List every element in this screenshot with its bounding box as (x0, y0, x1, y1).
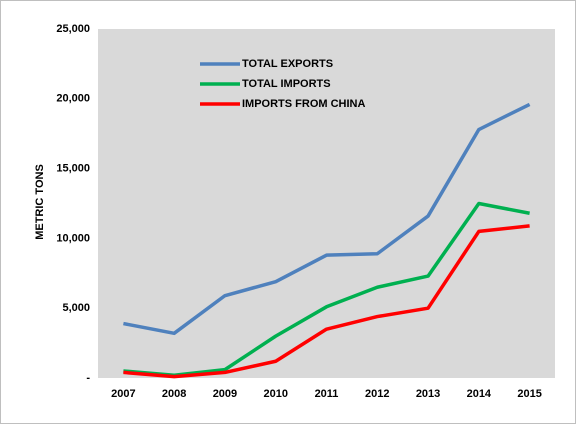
legend-label: TOTAL EXPORTS (242, 58, 333, 70)
y-tick-label: 10,000 (56, 232, 90, 244)
y-tick-label: 20,000 (56, 93, 90, 105)
series-line (123, 102, 531, 336)
x-tick-label: 2010 (263, 388, 287, 400)
x-tick-label: 2014 (467, 388, 492, 400)
legend-label: IMPORTS FROM CHINA (242, 98, 365, 110)
y-tick-label: 5,000 (62, 302, 90, 314)
series-line (123, 201, 530, 377)
x-tick-label: 2009 (213, 388, 237, 400)
x-tick-label: 2015 (517, 388, 541, 400)
y-tick-label: 25,000 (56, 23, 90, 35)
x-tick-label: 2007 (111, 388, 135, 400)
x-tick-label: 2008 (162, 388, 186, 400)
x-tick-label: 2013 (416, 388, 440, 400)
y-tick-label: 15,000 (56, 163, 90, 175)
y-tick-label: - (86, 372, 90, 384)
legend-label: TOTAL IMPORTS (242, 78, 331, 90)
x-tick-label: 2012 (365, 388, 389, 400)
series-line (123, 224, 530, 379)
y-axis-label: METRIC TONS (34, 164, 46, 240)
x-tick-label: 2011 (315, 388, 339, 400)
